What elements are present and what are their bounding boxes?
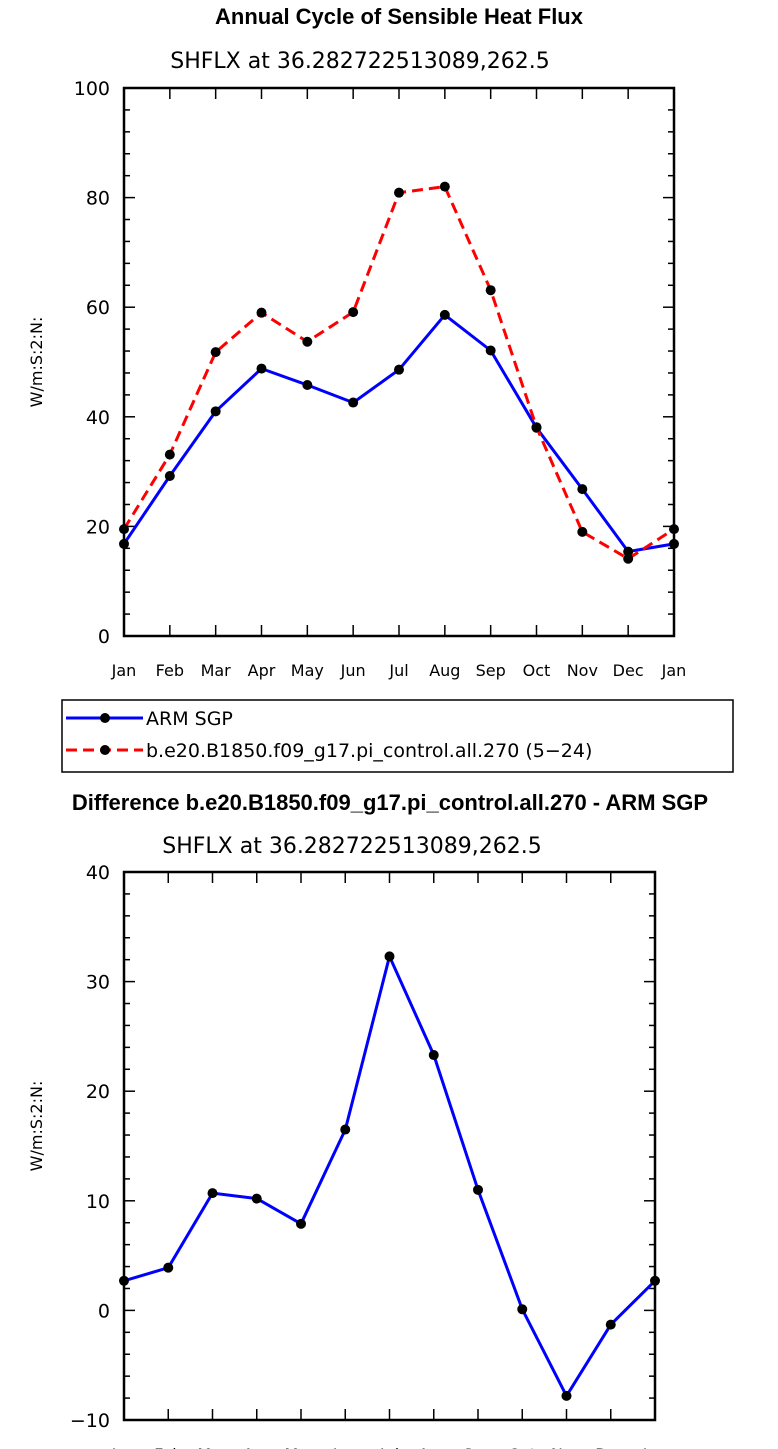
y-tick-label: −10 <box>70 1410 110 1432</box>
x-tick-label: Oct <box>523 661 551 680</box>
data-point <box>485 285 496 296</box>
y-tick-label: 20 <box>86 1081 110 1103</box>
y-tick-label: 30 <box>86 972 110 994</box>
legend-item-model: b.e20.B1850.f09_g17.pi_control.all.270 (… <box>66 740 592 762</box>
data-point <box>348 397 359 408</box>
x-tick-label: Apr <box>248 661 276 680</box>
series-line-0 <box>122 313 675 554</box>
data-point <box>207 1188 218 1199</box>
data-point <box>605 1319 616 1330</box>
x-tick-label: Sep <box>476 661 506 680</box>
data-point <box>577 526 588 537</box>
top-chart-subtitle: SHFLX at 36.282722513089,262.5 <box>170 49 550 74</box>
top-plot-area <box>119 181 679 564</box>
bottom-plot-frame <box>122 870 657 1422</box>
x-tick-label: Jul <box>379 1445 399 1449</box>
x-tick-label: May <box>284 1445 317 1449</box>
data-point <box>439 181 450 192</box>
x-tick-label: Jun <box>340 661 366 680</box>
x-tick-label: Jan <box>111 1445 137 1449</box>
data-point <box>577 484 588 495</box>
data-point <box>340 1124 351 1135</box>
data-point <box>348 307 359 318</box>
y-tick-label: 40 <box>86 862 110 884</box>
legend-label-arm-sgp: ARM SGP <box>146 708 233 730</box>
data-point <box>485 345 496 356</box>
bottom-y-axis: −10 0 10 20 30 40 <box>70 862 655 1432</box>
data-point <box>251 1193 262 1204</box>
legend-label-model: b.e20.B1850.f09_g17.pi_control.all.270 (… <box>146 740 592 762</box>
y-tick-label: 10 <box>86 1191 110 1213</box>
bottom-chart-subtitle: SHFLX at 36.282722513089,262.5 <box>162 834 542 859</box>
data-point <box>256 363 267 374</box>
data-point <box>302 380 313 391</box>
x-tick-label: Oct <box>508 1445 536 1449</box>
top-y-axis-label: W/m:S:2:N: <box>27 317 46 408</box>
y-tick-label: 20 <box>86 516 110 538</box>
x-tick-label: Jan <box>642 1445 668 1449</box>
data-point <box>561 1390 572 1401</box>
x-tick-label: Dec <box>595 1445 626 1449</box>
data-point <box>394 364 404 375</box>
data-point <box>164 470 175 481</box>
bottom-y-axis-label: W/m:S:2:N: <box>27 1081 46 1172</box>
y-tick-label: 0 <box>98 626 110 648</box>
legend-box <box>61 699 734 773</box>
x-tick-label: Jun <box>332 1445 358 1449</box>
y-tick-label: 40 <box>86 407 110 429</box>
legend: ARM SGP b.e20.B1850.f09_g17.pi_control.a… <box>61 699 734 773</box>
x-tick-label: Feb <box>154 1445 182 1449</box>
x-tick-label: Nov <box>551 1445 582 1449</box>
x-tick-label: Aug <box>418 1445 449 1449</box>
series-line-0 <box>123 954 657 1398</box>
data-point <box>210 406 221 417</box>
data-point <box>164 449 175 460</box>
y-tick-label: 100 <box>74 78 110 100</box>
legend-marker-arm-sgp <box>100 713 110 723</box>
data-point <box>296 1218 306 1229</box>
x-tick-label: Apr <box>243 1445 271 1449</box>
data-point <box>473 1184 483 1195</box>
bottom-panel: Difference b.e20.B1850.f09_g17.pi_contro… <box>27 790 708 1449</box>
legend-item-arm-sgp: ARM SGP <box>66 708 233 730</box>
y-tick-label: 60 <box>86 297 110 319</box>
bottom-chart-title: Difference b.e20.B1850.f09_g17.pi_contro… <box>72 790 708 815</box>
bottom-x-axis: Jan Feb Mar Apr May Jun Jul Aug Sep Oct Nov Dec Jan <box>111 872 668 1449</box>
top-y-axis: 0 20 40 60 80 100 <box>74 78 674 648</box>
data-point <box>163 1262 174 1273</box>
x-tick-label: Jan <box>661 661 687 680</box>
bottom-plot-area <box>119 951 660 1401</box>
x-tick-label: Jan <box>111 661 137 680</box>
x-tick-label: Mar <box>197 1445 228 1449</box>
x-tick-label: Dec <box>613 661 644 680</box>
x-tick-label: Jul <box>388 661 408 680</box>
data-point <box>384 951 395 962</box>
x-tick-label: Sep <box>463 1445 493 1449</box>
data-point <box>210 347 221 358</box>
data-point <box>439 309 450 320</box>
y-tick-label: 0 <box>98 1300 110 1322</box>
x-tick-label: May <box>291 661 324 680</box>
top-chart-title: Annual Cycle of Sensible Heat Flux <box>215 4 584 29</box>
y-tick-label: 80 <box>86 188 110 210</box>
data-point <box>256 307 267 318</box>
data-point <box>394 187 404 198</box>
top-panel: Annual Cycle of Sensible Heat Flux SHFLX… <box>27 4 686 680</box>
x-tick-label: Mar <box>201 661 232 680</box>
x-tick-label: Feb <box>156 661 184 680</box>
data-point <box>517 1304 528 1315</box>
top-x-axis: Jan Feb Mar Apr May Jun Jul Aug Sep Oct Nov Dec Jan <box>111 88 687 680</box>
data-point <box>531 422 542 433</box>
x-tick-label: Nov <box>567 661 598 680</box>
data-point <box>623 553 634 564</box>
x-tick-label: Aug <box>429 661 460 680</box>
data-point <box>428 1050 439 1061</box>
legend-marker-model <box>100 745 110 755</box>
top-plot-frame <box>122 86 676 638</box>
data-point <box>623 546 634 557</box>
data-point <box>302 336 313 347</box>
